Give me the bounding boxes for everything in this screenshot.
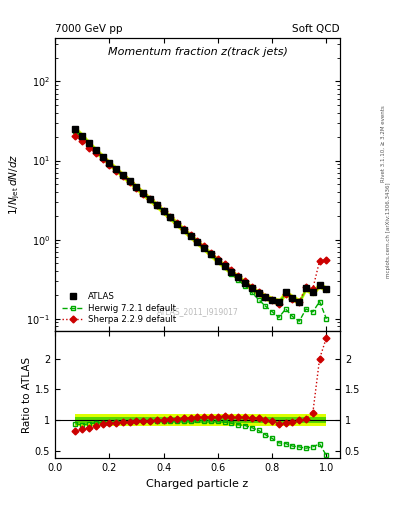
Text: 7000 GeV pp: 7000 GeV pp xyxy=(55,24,123,34)
Legend: ATLAS, Herwig 7.2.1 default, Sherpa 2.2.9 default: ATLAS, Herwig 7.2.1 default, Sherpa 2.2.… xyxy=(59,289,178,327)
X-axis label: Charged particle z: Charged particle z xyxy=(146,479,249,488)
Y-axis label: $1/N_\mathrm{jet}\,dN/dz$: $1/N_\mathrm{jet}\,dN/dz$ xyxy=(8,154,22,216)
Text: Soft QCD: Soft QCD xyxy=(292,24,340,34)
Text: ATLAS_2011_I919017: ATLAS_2011_I919017 xyxy=(156,307,239,316)
Text: Momentum fraction z(track jets): Momentum fraction z(track jets) xyxy=(108,47,287,57)
Y-axis label: Ratio to ATLAS: Ratio to ATLAS xyxy=(22,356,32,433)
Text: mcplots.cern.ch [arXiv:1306.3436]: mcplots.cern.ch [arXiv:1306.3436] xyxy=(386,183,391,278)
Text: Rivet 3.1.10, ≥ 3.2M events: Rivet 3.1.10, ≥ 3.2M events xyxy=(381,105,386,182)
